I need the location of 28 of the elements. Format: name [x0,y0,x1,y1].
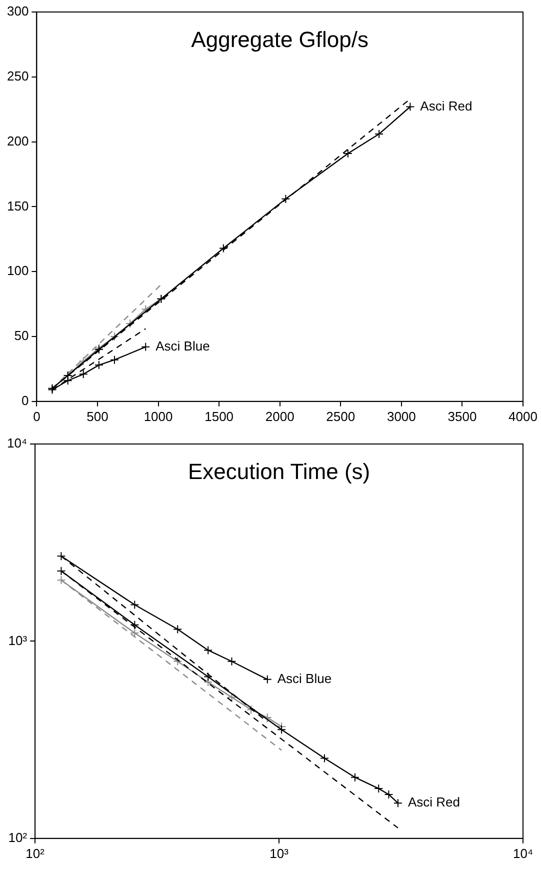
series-label: Asci Red [420,98,472,114]
x-tick-label: 3500 [448,408,477,424]
y-tick-label: 50 [14,328,29,344]
y-tick-label: 10³ [8,632,28,648]
text: Execution Time (s) [188,459,370,484]
x-tick-label: 2000 [265,408,294,424]
series-label: Asci Red [408,794,460,810]
y-tick-label: 10² [8,830,28,845]
x-tick-label: 500 [86,408,108,424]
series-label: Asci Blue [156,338,210,354]
x-tick-label: 10² [26,846,46,861]
x-tick-label: 10⁴ [512,846,534,861]
series-label: Asci Blue [277,671,332,686]
x-tick-label: 4000 [508,408,538,424]
y-tick-label: 10⁴ [7,436,28,451]
x-tick-label: 3000 [386,408,416,424]
y-tick-label: 100 [6,263,29,278]
x-tick-label: 1000 [144,408,173,424]
y-tick-label: 150 [6,198,29,214]
y-tick-label: 200 [6,133,29,148]
y-tick-label: 250 [6,68,29,84]
x-tick-label: 0 [33,408,40,424]
x-tick-label: 2500 [326,408,356,424]
text: Aggregate Gflop/s [191,27,369,52]
y-tick-label: 0 [21,392,29,408]
x-tick-label: 10³ [270,846,290,861]
y-tick-label: 300 [6,4,29,19]
x-tick-label: 1500 [204,408,234,424]
